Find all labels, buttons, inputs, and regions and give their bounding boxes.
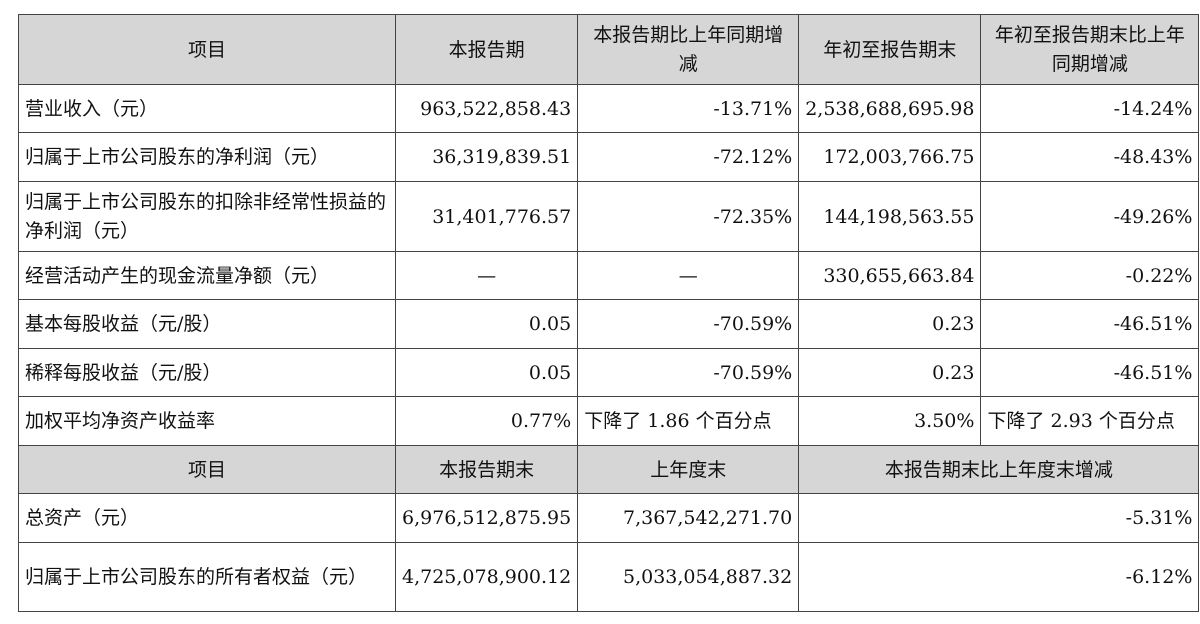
current-value: — — [394, 251, 579, 300]
current-value: 0.77% — [394, 396, 579, 446]
ytd-change-value: -0.22% — [980, 251, 1200, 300]
row-label: 总资产（元） — [18, 493, 396, 543]
ytd-value: 0.23 — [798, 299, 982, 349]
table-row: 基本每股收益（元/股） 0.05 -70.59% 0.23 -46.51% — [18, 299, 1200, 349]
table-row: 营业收入（元） 963,522,858.43 -13.71% 2,538,688… — [18, 84, 1200, 133]
current-change-value: -70.59% — [577, 299, 800, 349]
financial-table: 项目 本报告期 本报告期比上年同期增减 年初至报告期末 年初至报告期末比上年同期… — [18, 14, 1200, 612]
current-change-value: -13.71% — [577, 84, 800, 133]
table-row: 加权平均净资产收益率 0.77% 下降了 1.86 个百分点 3.50% 下降了… — [18, 396, 1200, 446]
current-change-value: — — [577, 251, 800, 300]
prior-year-end-value: 7,367,542,271.70 — [577, 493, 800, 543]
row-label: 归属于上市公司股东的所有者权益（元） — [18, 542, 396, 612]
period-end-value: 4,725,078,900.12 — [394, 542, 579, 612]
table-row: 归属于上市公司股东的净利润（元） 36,319,839.51 -72.12% 1… — [18, 132, 1200, 182]
ytd-change-value: -14.24% — [980, 84, 1200, 133]
header-row-2: 项目 本报告期末 上年度末 本报告期末比上年度末增减 — [18, 445, 1200, 494]
current-value: 0.05 — [394, 299, 579, 349]
current-value: 31,401,776.57 — [394, 181, 579, 252]
header-ytd: 年初至报告期末 — [798, 14, 982, 85]
table-row: 经营活动产生的现金流量净额（元） — — 330,655,663.84 -0.2… — [18, 251, 1200, 300]
prior-year-end-value: 5,033,054,887.32 — [577, 542, 800, 612]
header-prior-year-end: 上年度末 — [577, 445, 800, 494]
current-change-value: -72.12% — [577, 132, 800, 182]
ytd-change-value: 下降了 2.93 个百分点 — [980, 396, 1200, 446]
header-period-end: 本报告期末 — [394, 445, 579, 494]
table-row: 归属于上市公司股东的扣除非经常性损益的净利润（元） 31,401,776.57 … — [18, 181, 1200, 252]
ytd-value: 0.23 — [798, 348, 982, 397]
table-row: 稀释每股收益（元/股） 0.05 -70.59% 0.23 -46.51% — [18, 348, 1200, 397]
row-label: 归属于上市公司股东的净利润（元） — [18, 132, 396, 182]
ytd-value: 172,003,766.75 — [798, 132, 982, 182]
ytd-change-value: -46.51% — [980, 299, 1200, 349]
row-label: 稀释每股收益（元/股） — [18, 348, 396, 397]
current-value: 0.05 — [394, 348, 579, 397]
header-item: 项目 — [18, 445, 396, 494]
header-row-1: 项目 本报告期 本报告期比上年同期增减 年初至报告期末 年初至报告期末比上年同期… — [18, 14, 1200, 85]
header-current-change: 本报告期比上年同期增减 — [577, 14, 800, 85]
ytd-change-value: -48.43% — [980, 132, 1200, 182]
row-label: 基本每股收益（元/股） — [18, 299, 396, 349]
current-value: 36,319,839.51 — [394, 132, 579, 182]
change-value: -5.31% — [798, 493, 1200, 543]
header-item: 项目 — [18, 14, 396, 85]
current-change-value: -72.35% — [577, 181, 800, 252]
current-change-value: 下降了 1.86 个百分点 — [577, 396, 800, 446]
header-period-end-change: 本报告期末比上年度末增减 — [798, 445, 1200, 494]
row-label: 归属于上市公司股东的扣除非经常性损益的净利润（元） — [18, 181, 396, 252]
table-row: 总资产（元） 6,976,512,875.95 7,367,542,271.70… — [18, 493, 1200, 543]
row-label: 营业收入（元） — [18, 84, 396, 133]
header-ytd-change: 年初至报告期末比上年同期增减 — [980, 14, 1200, 85]
ytd-value: 330,655,663.84 — [798, 251, 982, 300]
current-change-value: -70.59% — [577, 348, 800, 397]
ytd-value: 2,538,688,695.98 — [798, 84, 982, 133]
header-current-period: 本报告期 — [394, 14, 579, 85]
table-row: 归属于上市公司股东的所有者权益（元） 4,725,078,900.12 5,03… — [18, 542, 1200, 612]
ytd-change-value: -49.26% — [980, 181, 1200, 252]
row-label: 经营活动产生的现金流量净额（元） — [18, 251, 396, 300]
change-value: -6.12% — [798, 542, 1200, 612]
ytd-value: 3.50% — [798, 396, 982, 446]
current-value: 963,522,858.43 — [394, 84, 579, 133]
ytd-change-value: -46.51% — [980, 348, 1200, 397]
period-end-value: 6,976,512,875.95 — [394, 493, 579, 543]
row-label: 加权平均净资产收益率 — [18, 396, 396, 446]
ytd-value: 144,198,563.55 — [798, 181, 982, 252]
